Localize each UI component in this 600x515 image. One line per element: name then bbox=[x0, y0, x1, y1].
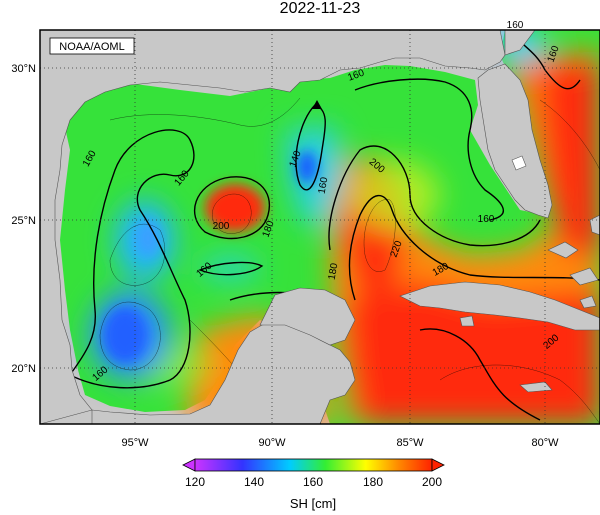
colorbar-tick: 120 bbox=[185, 475, 205, 489]
colorbar-bar bbox=[194, 458, 433, 472]
colorbar-tick: 160 bbox=[303, 475, 323, 489]
contour-label: 160 bbox=[507, 20, 524, 31]
credit-label: NOAA/AOML bbox=[59, 41, 124, 53]
lon-label: 85°W bbox=[396, 437, 424, 449]
colorbar-tick: 180 bbox=[363, 475, 383, 489]
map-frame bbox=[39, 29, 600, 425]
landmasses bbox=[40, 30, 600, 424]
colorbar: 120 140 160 180 200 SH [cm] bbox=[182, 458, 445, 511]
contour-label: 180 bbox=[327, 262, 341, 281]
station-triangle-marker bbox=[312, 100, 322, 109]
colorbar-max-arrow bbox=[431, 458, 445, 472]
lat-labels: 30°N 25°N 20°N bbox=[11, 63, 36, 375]
colorbar-label: SH [cm] bbox=[290, 496, 336, 511]
lat-label: 20°N bbox=[11, 363, 36, 375]
contour-label: 160 bbox=[317, 176, 331, 195]
map-title: 2022-11-23 bbox=[279, 0, 361, 17]
lon-label: 90°W bbox=[258, 437, 286, 449]
contour-label: 160 bbox=[478, 214, 495, 225]
lat-label: 30°N bbox=[11, 63, 36, 75]
colorbar-min-arrow bbox=[182, 458, 196, 472]
graticule bbox=[40, 30, 600, 424]
lon-label: 80°W bbox=[531, 437, 559, 449]
contour-label: 200 bbox=[213, 221, 230, 232]
colorbar-tick: 140 bbox=[244, 475, 264, 489]
map-field bbox=[40, 30, 600, 424]
colorbar-tick: 200 bbox=[422, 475, 442, 489]
lon-label: 95°W bbox=[121, 437, 149, 449]
lat-label: 25°N bbox=[11, 215, 36, 227]
lon-labels: 95°W 90°W 85°W 80°W bbox=[121, 437, 559, 449]
credit-box bbox=[49, 37, 135, 55]
